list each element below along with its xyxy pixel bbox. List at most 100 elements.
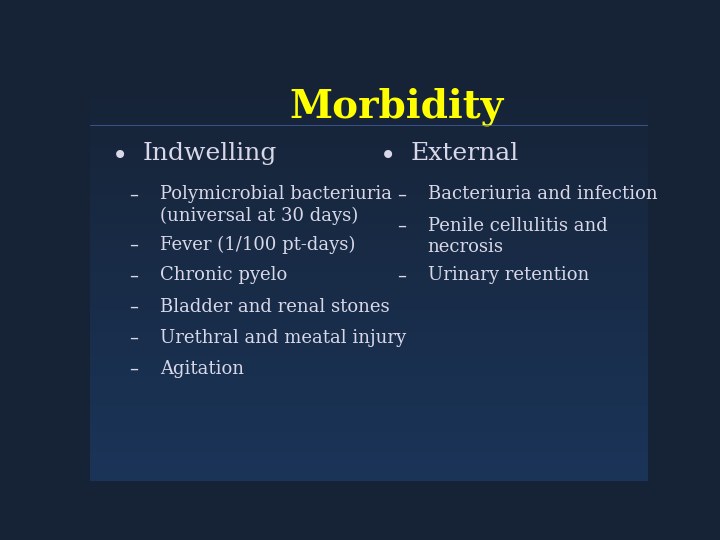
Bar bbox=[90, 373, 648, 377]
Bar bbox=[90, 114, 648, 119]
Bar bbox=[90, 339, 648, 343]
Bar bbox=[90, 244, 648, 248]
Bar bbox=[90, 160, 648, 165]
Bar bbox=[90, 248, 648, 252]
Bar bbox=[90, 476, 648, 481]
Bar bbox=[90, 77, 648, 82]
Bar bbox=[90, 464, 648, 468]
Bar bbox=[90, 451, 648, 456]
Bar bbox=[90, 422, 648, 427]
Bar bbox=[90, 377, 648, 381]
Bar bbox=[90, 368, 648, 373]
Bar bbox=[90, 335, 648, 339]
Bar bbox=[90, 435, 648, 439]
Bar bbox=[90, 202, 648, 206]
Bar bbox=[90, 306, 648, 310]
Bar bbox=[90, 227, 648, 231]
Bar bbox=[90, 231, 648, 235]
Bar bbox=[90, 314, 648, 319]
Bar bbox=[90, 194, 648, 198]
Bar bbox=[90, 73, 648, 77]
Bar bbox=[90, 85, 648, 90]
Bar bbox=[90, 406, 648, 410]
Bar bbox=[90, 402, 648, 406]
Bar bbox=[90, 460, 648, 464]
Bar bbox=[90, 319, 648, 322]
Bar bbox=[90, 418, 648, 422]
Bar bbox=[90, 168, 648, 173]
Bar bbox=[90, 410, 648, 414]
Text: Chronic pyelo: Chronic pyelo bbox=[160, 266, 287, 285]
Bar bbox=[90, 289, 648, 294]
Bar bbox=[90, 119, 648, 123]
Bar bbox=[90, 310, 648, 314]
Bar bbox=[90, 385, 648, 389]
Text: –: – bbox=[129, 266, 138, 285]
Text: Fever (1/100 pt-days): Fever (1/100 pt-days) bbox=[160, 235, 355, 253]
Bar bbox=[90, 393, 648, 397]
Text: Bladder and renal stones: Bladder and renal stones bbox=[160, 298, 390, 316]
Bar bbox=[90, 343, 648, 348]
Bar bbox=[90, 468, 648, 472]
Bar bbox=[90, 136, 648, 140]
Bar bbox=[90, 352, 648, 356]
Text: –: – bbox=[129, 298, 138, 316]
Bar bbox=[90, 294, 648, 298]
Bar bbox=[90, 140, 648, 144]
Bar bbox=[90, 190, 648, 194]
Bar bbox=[90, 173, 648, 177]
Bar bbox=[90, 223, 648, 227]
Text: Polymicrobial bacteriuria
(universal at 30 days): Polymicrobial bacteriuria (universal at … bbox=[160, 185, 392, 225]
Bar bbox=[90, 439, 648, 443]
Bar bbox=[90, 144, 648, 148]
Bar bbox=[90, 427, 648, 431]
Bar bbox=[90, 152, 648, 156]
Text: •: • bbox=[112, 141, 129, 170]
Bar bbox=[90, 302, 648, 306]
Text: –: – bbox=[129, 360, 138, 378]
Text: –: – bbox=[397, 185, 406, 204]
Bar bbox=[90, 185, 648, 190]
Bar bbox=[90, 206, 648, 210]
Bar bbox=[90, 256, 648, 260]
Bar bbox=[90, 431, 648, 435]
Bar bbox=[90, 111, 648, 114]
Bar bbox=[90, 298, 648, 302]
Bar bbox=[90, 285, 648, 289]
Bar bbox=[90, 281, 648, 285]
Text: –: – bbox=[129, 235, 138, 253]
Bar bbox=[90, 381, 648, 385]
Bar bbox=[90, 397, 648, 402]
Text: Agitation: Agitation bbox=[160, 360, 244, 378]
Text: Bacteriuria and infection: Bacteriuria and infection bbox=[428, 185, 657, 204]
Bar bbox=[90, 65, 648, 69]
Text: Urethral and meatal injury: Urethral and meatal injury bbox=[160, 329, 406, 347]
Bar bbox=[90, 127, 648, 131]
Bar bbox=[90, 148, 648, 152]
Bar bbox=[90, 214, 648, 219]
Text: •: • bbox=[380, 141, 397, 170]
Bar bbox=[90, 268, 648, 273]
Text: Urinary retention: Urinary retention bbox=[428, 266, 589, 285]
Bar bbox=[90, 356, 648, 360]
Bar bbox=[90, 456, 648, 460]
Bar bbox=[90, 102, 648, 106]
Bar bbox=[90, 210, 648, 214]
Bar bbox=[90, 360, 648, 364]
Bar bbox=[90, 322, 648, 327]
Bar bbox=[90, 90, 648, 94]
Bar bbox=[90, 94, 648, 98]
Text: Indwelling: Indwelling bbox=[143, 141, 277, 165]
Bar bbox=[90, 277, 648, 281]
Bar bbox=[90, 447, 648, 451]
Bar bbox=[90, 260, 648, 265]
Bar bbox=[90, 177, 648, 181]
Bar bbox=[90, 156, 648, 160]
Bar bbox=[90, 364, 648, 368]
Bar bbox=[90, 273, 648, 277]
Bar bbox=[90, 252, 648, 256]
Bar bbox=[90, 123, 648, 127]
Bar bbox=[90, 165, 648, 168]
Bar bbox=[90, 219, 648, 223]
Bar bbox=[90, 69, 648, 73]
